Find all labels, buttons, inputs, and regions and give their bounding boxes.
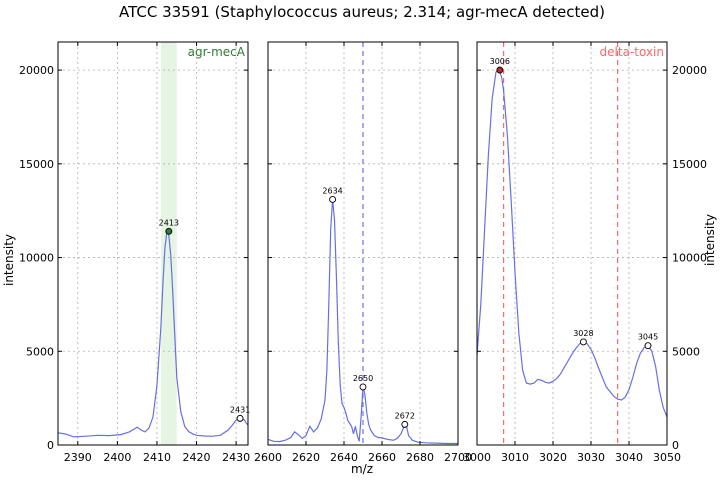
agr-mecA-label: agr-mecA (188, 45, 246, 59)
x-tick-label: 2410 (143, 451, 171, 464)
peak-label: 2672 (395, 411, 415, 420)
x-tick-label: 2400 (103, 451, 131, 464)
peak-label: 2634 (322, 186, 342, 195)
x-tick-label: 2700 (444, 451, 472, 464)
peak-marker (236, 414, 244, 422)
y-tick-label: 15000 (19, 158, 54, 171)
y-tick-label: 5000 (672, 345, 700, 358)
x-tick-label: 2660 (368, 451, 396, 464)
y-tick-label: 5000 (26, 345, 54, 358)
delta-toxin-label: delta-toxin (600, 45, 664, 59)
spectrum-line (268, 199, 458, 445)
x-axis-label: m/z (351, 462, 373, 476)
peak-marker (329, 196, 337, 203)
spectrum-line (477, 69, 667, 418)
y-tick-label: 0 (672, 439, 679, 452)
x-tick-label: 2430 (222, 451, 250, 464)
peak-label: 2650 (353, 374, 373, 383)
y-tick-label: 20000 (672, 64, 707, 77)
panels-layer: 2413 2431 agr-mecA 2390 2400 2410 2420 2430 0 500… (19, 41, 707, 464)
x-tick-label: 2420 (183, 451, 211, 464)
peak-label: 3028 (573, 329, 593, 338)
panel-2: 2634 2650 2672 2600 2620 2640 2660 2680 2700 (254, 41, 472, 464)
x-tick-label: 3040 (615, 451, 643, 464)
y-tick-label: 10000 (672, 252, 707, 265)
panel-frame (476, 41, 668, 446)
panel-3: 3006 3028 3045 delta-toxin 3000 3010 3020 3030 3… (463, 41, 707, 464)
x-tick-label: 3010 (501, 451, 529, 464)
y-tick-label: 20000 (19, 64, 54, 77)
peak-marker (579, 338, 587, 346)
y-axis-label-right: intensity (703, 214, 717, 266)
y-tick-label: 0 (47, 439, 54, 452)
chart-title: ATCC 33591 (Staphylococcus aureus; 2.314… (119, 3, 605, 21)
spectrum-line (58, 229, 248, 438)
x-tick-label: 2620 (292, 451, 320, 464)
panel-1: 2413 2431 agr-mecA 2390 2400 2410 2420 2430 0 500… (19, 41, 250, 464)
panel-frame (57, 41, 249, 446)
x-tick-label: 2600 (254, 451, 282, 464)
panel-frame (267, 41, 459, 446)
y-tick-label: 10000 (19, 252, 54, 265)
x-tick-label: 3000 (463, 451, 491, 464)
peak-marker (644, 342, 652, 350)
peak-marker (165, 227, 173, 235)
peak-marker (401, 420, 409, 428)
agr-band (160, 42, 177, 445)
y-axis-label-left: intensity (2, 234, 16, 286)
x-tick-label: 2390 (64, 451, 92, 464)
peak-label: 3006 (490, 57, 510, 66)
peak-label: 2413 (159, 218, 179, 227)
y-tick-label: 15000 (672, 158, 707, 171)
peak-label: 3045 (638, 333, 658, 342)
peak-marker (359, 383, 367, 391)
x-tick-label: 3030 (577, 451, 605, 464)
x-tick-label: 3050 (653, 451, 681, 464)
peak-marker (496, 66, 504, 74)
x-tick-label: 2640 (330, 451, 358, 464)
peak-label: 2431 (230, 405, 250, 414)
x-tick-label: 2680 (406, 451, 434, 464)
x-tick-label: 3020 (539, 451, 567, 464)
